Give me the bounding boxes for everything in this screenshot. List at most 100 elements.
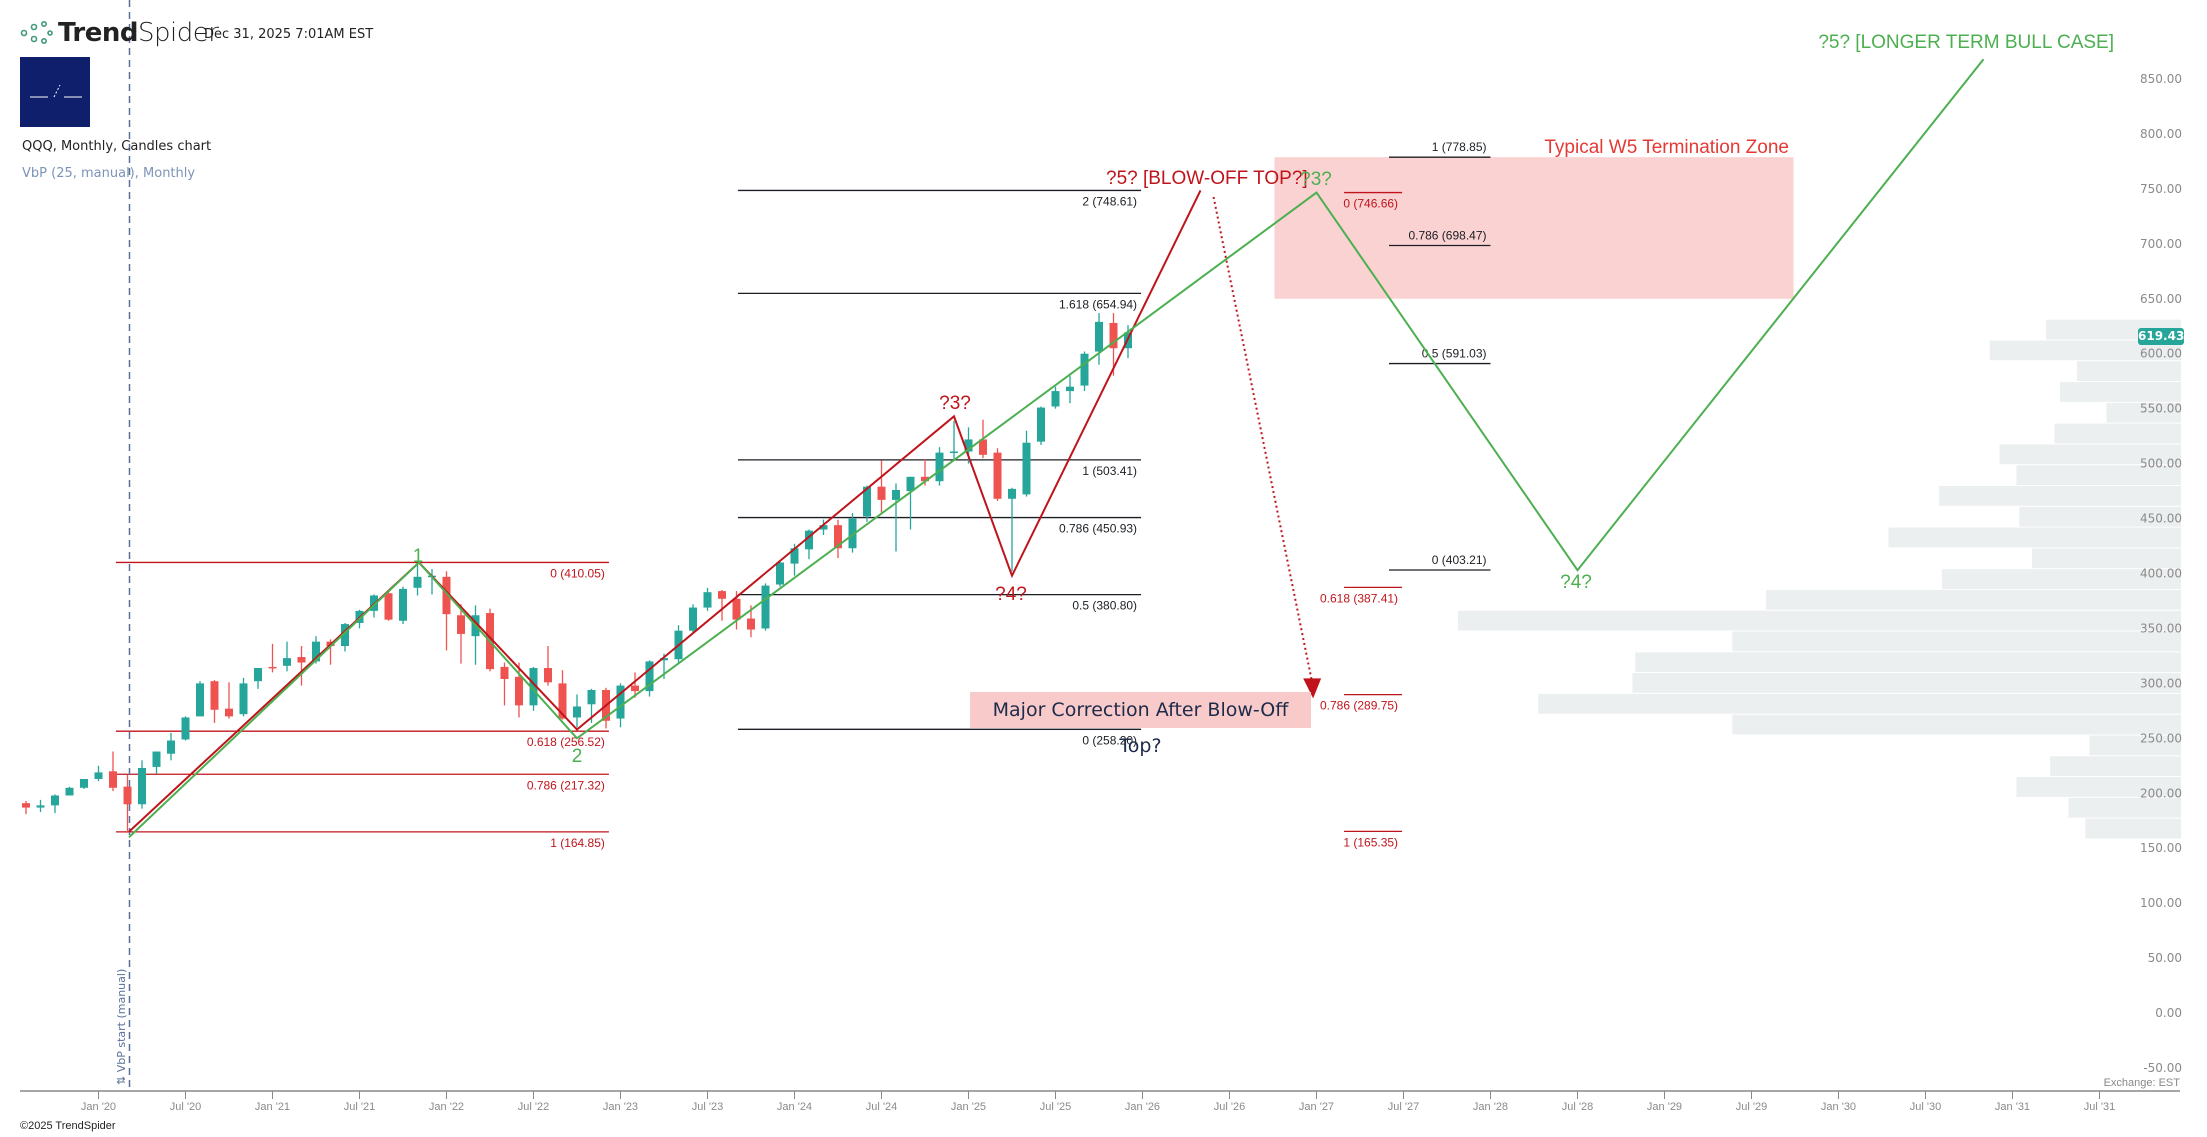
- x-tick-label: Jan '31: [1995, 1101, 2030, 1113]
- vbp-bar: [1458, 610, 2181, 631]
- vbp-bar: [2019, 506, 2181, 527]
- vbp-bar: [2054, 423, 2181, 444]
- candle-body: [1066, 386, 1074, 392]
- candle-body: [94, 772, 103, 779]
- green-wave-label-4: ?4?: [1560, 572, 1592, 593]
- fib-level-label: 0.786 (289.75): [1320, 699, 1398, 713]
- candle-body: [747, 618, 755, 630]
- candle-body: [950, 451, 958, 454]
- correction-callout[interactable]: Major Correction After Blow-Off Top?: [970, 692, 1311, 757]
- candle-body: [776, 562, 784, 585]
- y-tick-label: 300.00: [2140, 676, 2182, 690]
- y-tick-label: 600.00: [2140, 347, 2182, 361]
- fib-level-label: 1 (778.85): [1432, 140, 1487, 154]
- fib-level-label: 1 (164.85): [550, 836, 605, 850]
- x-tick-label: Jul '21: [344, 1101, 375, 1113]
- vbp-bar: [1632, 673, 2181, 693]
- candle-body: [573, 706, 581, 718]
- candle-body: [457, 615, 465, 634]
- candle-body: [558, 683, 567, 719]
- green-wave-label-3: ?3?: [1300, 169, 1332, 190]
- y-tick-label: 650.00: [2140, 292, 2182, 306]
- fib-level-label: 0 (403.21): [1432, 553, 1487, 567]
- vbp-bar: [2016, 465, 2181, 485]
- candle-body: [848, 518, 857, 549]
- fib-level-label: 1.618 (654.94): [1059, 297, 1137, 311]
- wave-label-2: 2: [572, 746, 583, 767]
- candle-body: [500, 666, 509, 679]
- x-tick-label: Jan '29: [1647, 1101, 1682, 1113]
- y-tick-label: 350.00: [2140, 621, 2182, 635]
- price-axis[interactable]: 850.00 800.00 750.00 700.00 650.00 600.00 550.…: [2140, 72, 2182, 1075]
- fib-level-label: 2 (748.61): [1082, 194, 1137, 208]
- time-axis[interactable]: Jan '20 Jul '20 Jan '21 Jul '21 Jan '22 Jul '…: [81, 1091, 2115, 1113]
- brand-bold: Trend: [58, 18, 138, 48]
- candle-body: [152, 751, 161, 767]
- spider-logo-icon: [20, 21, 53, 44]
- arrowhead-icon: [1303, 678, 1322, 699]
- candle-body: [1109, 322, 1118, 349]
- vbp-bar: [2016, 777, 2181, 797]
- green-wave-count-line[interactable]: [128, 58, 1985, 838]
- vbp-bar: [2089, 735, 2181, 756]
- candle-body: [819, 525, 828, 530]
- candle-body: [341, 624, 349, 647]
- candle-body: [689, 607, 697, 631]
- candle-body: [660, 658, 668, 661]
- vbp-bar: [2106, 402, 2181, 423]
- y-tick-label: 500.00: [2140, 457, 2182, 471]
- candle-body: [312, 641, 320, 662]
- vbp-bar: [1999, 444, 2181, 465]
- fib-level-label: 0.786 (698.47): [1408, 229, 1486, 243]
- candle-body: [645, 661, 654, 692]
- vbp-bar: [1732, 714, 2181, 735]
- x-tick-label: Jan '23: [603, 1101, 638, 1113]
- x-tick-label: Jul '26: [1214, 1101, 1245, 1113]
- fib-level-label: 1 (503.41): [1082, 464, 1137, 478]
- candle-body: [225, 708, 233, 717]
- candle-body: [993, 452, 1002, 499]
- candle-body: [921, 476, 929, 482]
- exchange-label: Exchange: EST: [2103, 1077, 2180, 1089]
- red-wave-count-line[interactable]: [128, 189, 1202, 833]
- x-tick-label: Jul '24: [866, 1101, 897, 1113]
- fib-level-label: 0.786 (450.93): [1059, 522, 1137, 536]
- x-tick-label: Jul '25: [1040, 1101, 1071, 1113]
- x-tick-label: Jan '20: [81, 1101, 116, 1113]
- x-tick-label: Jul '29: [1736, 1101, 1767, 1113]
- copyright: ©2025 TrendSpider: [20, 1120, 116, 1132]
- x-tick-label: Jul '23: [692, 1101, 723, 1113]
- candle-body: [181, 717, 190, 740]
- candle-body: [979, 439, 987, 455]
- trendspider-logo: TrendSpider: [20, 18, 219, 48]
- candle-body: [834, 525, 842, 549]
- candle-body: [399, 588, 407, 621]
- candle-body: [239, 683, 248, 715]
- candle-body: [65, 787, 74, 796]
- chart-datetime: Dec 31, 2025 7:01AM EST: [204, 27, 374, 42]
- candle-body: [413, 576, 422, 588]
- y-tick-label: -50.00: [2143, 1061, 2182, 1075]
- candle-body: [587, 689, 596, 705]
- vbp-bar: [1939, 485, 2181, 506]
- fib-level-label: 0.786 (217.32): [527, 778, 605, 792]
- vbp-bar: [1538, 693, 2181, 714]
- y-tick-label: 150.00: [2140, 841, 2182, 855]
- vbp-bar: [2031, 548, 2181, 569]
- candle-body: [964, 439, 973, 452]
- y-tick-label: 400.00: [2140, 567, 2182, 581]
- candle-body: [616, 685, 625, 719]
- fib-level-label: 0 (258.20): [1082, 733, 1137, 747]
- vbp-bar: [1989, 340, 2181, 361]
- y-tick-label: 100.00: [2140, 896, 2182, 910]
- y-tick-label: 550.00: [2140, 402, 2182, 416]
- indicator-legend-vbp[interactable]: VbP (25, manual), Monthly: [22, 166, 196, 181]
- x-tick-label: Jan '24: [777, 1101, 812, 1113]
- x-tick-label: Jan '30: [1821, 1101, 1856, 1113]
- candle-body: [80, 778, 88, 788]
- candle-body: [863, 486, 871, 517]
- red-wave-label-3: ?3?: [939, 393, 971, 414]
- candle-body: [718, 591, 726, 599]
- vbp-bar: [2085, 818, 2181, 839]
